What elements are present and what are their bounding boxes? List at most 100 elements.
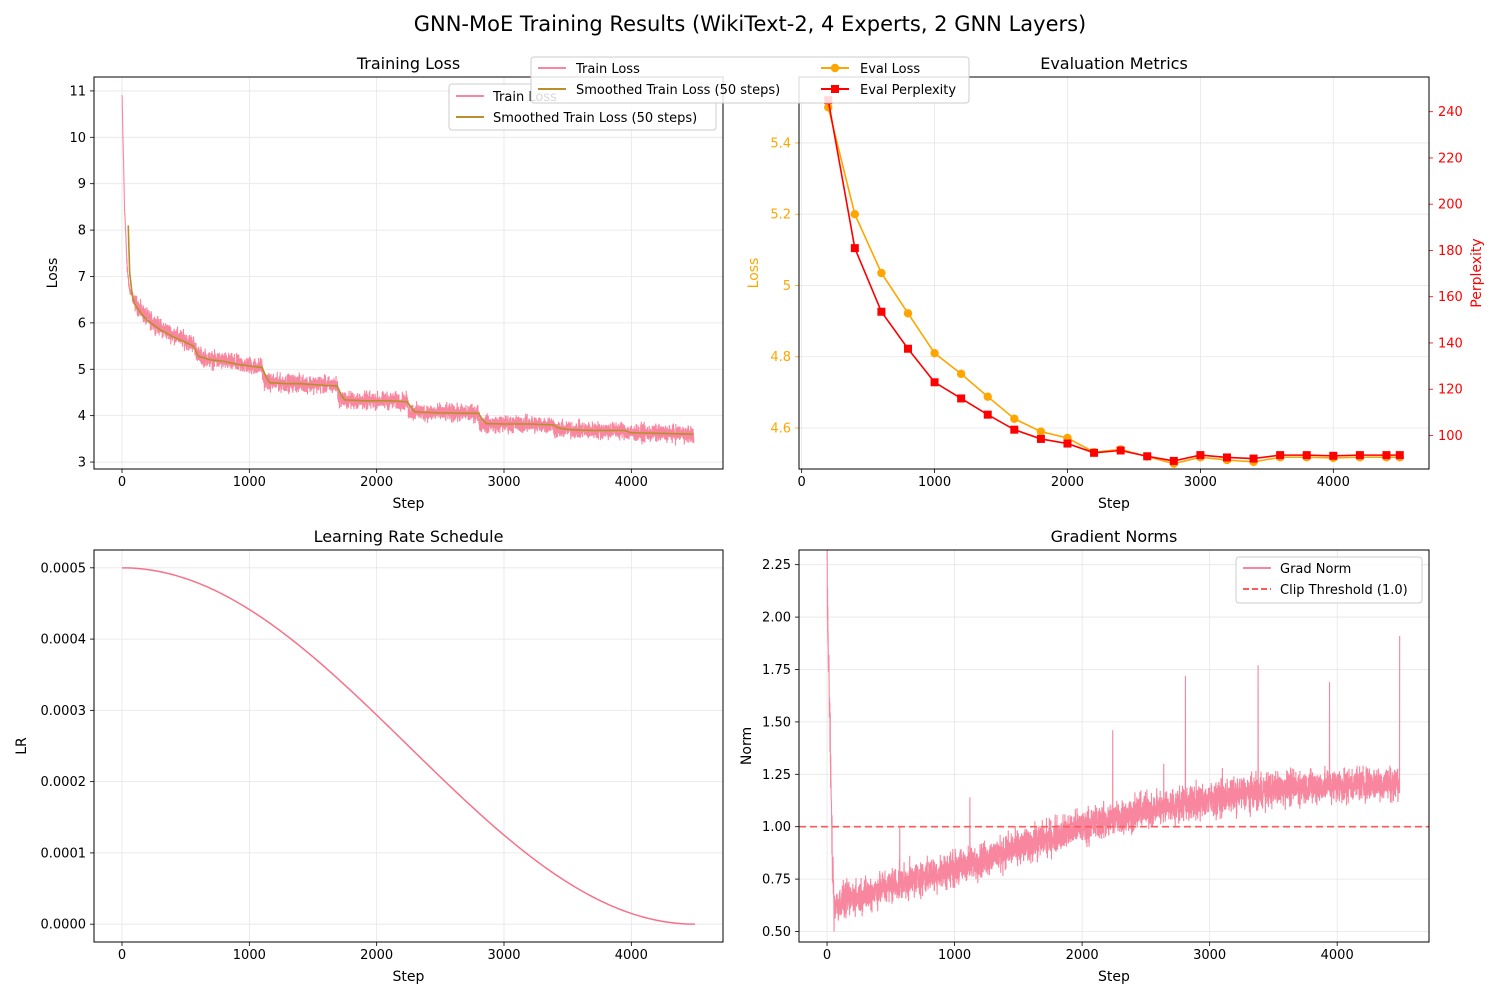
plot-frame (798, 76, 1430, 470)
y2-tick-label: 200 (1438, 198, 1463, 213)
plot-frame (93, 76, 724, 470)
combined-label-train-loss: Train Loss (575, 62, 640, 77)
x-tick-label: 3000 (1193, 948, 1226, 963)
eval-loss-point (983, 392, 992, 401)
x-tick-label: 2000 (360, 475, 393, 490)
y-tick-label: 5 (783, 279, 791, 294)
legend-label-grad-norm: Grad Norm (1280, 562, 1351, 577)
y-tick-label: 1.00 (762, 820, 791, 835)
chart-title: Training Loss (356, 54, 460, 73)
eval-perplexity-point (877, 307, 886, 316)
y2-tick-label: 160 (1438, 290, 1463, 305)
y-tick-label: 0.0005 (41, 561, 87, 576)
combined-label-eval-loss: Eval Loss (860, 62, 920, 77)
eval-perplexity-point (1222, 453, 1231, 462)
y2-tick-label: 180 (1438, 244, 1463, 259)
x-tick-label: 0 (118, 948, 126, 963)
y-tick-label: 0.0002 (41, 775, 87, 790)
eval-loss-point (1036, 427, 1046, 436)
y-tick-label: 3 (78, 456, 86, 471)
eval-perplexity-point (983, 410, 992, 419)
series-lr (122, 567, 695, 925)
series-smoothed-train-loss (127, 225, 694, 436)
x-tick-label: 2000 (360, 948, 393, 963)
eval-perplexity-point (1196, 451, 1205, 460)
y-tick-label: 6 (78, 316, 86, 331)
x-axis-label: Step (393, 496, 425, 512)
eval-perplexity-point (1355, 451, 1364, 460)
x-tick-label: 4000 (1321, 948, 1354, 963)
y-tick-label: 5 (78, 363, 86, 378)
y-axis-label: Loss (746, 258, 762, 289)
y-tick-label: 4 (78, 409, 86, 424)
eval-loss-point (903, 309, 913, 318)
x-tick-label: 3000 (1184, 475, 1217, 490)
eval-perplexity-point (1302, 451, 1311, 460)
panel-training_loss: 0 1000 2000 3000 4000 3 4 5 6 7 8 9 10 11 Training Los… (45, 54, 724, 512)
y-tick-label: 4.6 (770, 422, 791, 437)
y-tick-label: 5.2 (770, 208, 791, 223)
y-tick-label: 0.50 (762, 925, 791, 940)
eval-perplexity-point (903, 344, 912, 353)
eval-perplexity-point (930, 378, 939, 387)
y-tick-label: 1.75 (762, 663, 791, 678)
eval-perplexity-point (1276, 451, 1285, 460)
legend-box (1235, 556, 1423, 604)
x-tick-label: 1000 (938, 948, 971, 963)
eval-loss-point (1010, 414, 1019, 423)
y2-tick-label: 100 (1438, 429, 1463, 444)
x-tick-label: 4000 (615, 948, 648, 963)
eval-perplexity-point (850, 244, 859, 253)
y-axis-label: Norm (739, 727, 755, 765)
eval-perplexity-point (957, 394, 966, 403)
y-tick-label: 1.25 (762, 768, 791, 783)
y-tick-label: 0.0004 (41, 633, 87, 648)
x-axis-label: Step (1098, 969, 1130, 985)
y-tick-label: 5.4 (770, 136, 791, 151)
y-tick-label: 11 (69, 84, 86, 99)
series-eval-perplexity (827, 99, 1400, 462)
y-axis-label: Loss (45, 258, 61, 289)
x-tick-label: 0 (823, 948, 831, 963)
x-tick-label: 0 (118, 475, 126, 490)
x-tick-label: 0 (798, 475, 806, 490)
y-tick-label: 10 (69, 131, 86, 146)
y-tick-label: 1.50 (762, 715, 791, 730)
y-tick-label: 0.75 (762, 873, 791, 888)
eval-perplexity-point (1249, 454, 1258, 463)
y-tick-label: 9 (78, 177, 86, 192)
y-tick-label: 0.0003 (41, 704, 87, 719)
combined-label-smoothed: Smoothed Train Loss (50 steps) (576, 83, 780, 98)
x-tick-label: 1000 (918, 475, 951, 490)
eval-perplexity-point (1169, 456, 1178, 465)
x-tick-label: 1000 (233, 948, 266, 963)
combined-legend-box (530, 56, 970, 104)
y2-tick-label: 240 (1438, 105, 1463, 120)
y2-tick-label: 120 (1438, 383, 1463, 398)
y2-tick-label: 140 (1438, 336, 1463, 351)
chart-title: Gradient Norms (1051, 527, 1178, 546)
panel-evaluation_metrics: 0 1000 2000 3000 4000 4.6 4.8 5 5.2 5.4 Evaluation… (746, 54, 1485, 512)
x-tick-label: 2000 (1066, 948, 1099, 963)
eval-perplexity-point (1143, 452, 1152, 461)
eval-perplexity-point (1036, 434, 1045, 443)
x-tick-label: 4000 (1317, 475, 1350, 490)
x-tick-label: 3000 (487, 948, 520, 963)
legend-label-clip: Clip Threshold (1.0) (1280, 583, 1408, 598)
y-tick-label: 2.25 (762, 558, 791, 573)
panel-learning_rate: 0 1000 2000 3000 4000 0.0000 0.0001 0.0002 0.000… (14, 527, 724, 985)
eval-perplexity-point (1116, 446, 1125, 455)
eval-perplexity-point (1382, 451, 1391, 460)
combined-label-eval-perplexity: Eval Perplexity (860, 83, 956, 98)
figure-title: GNN-MoE Training Results (WikiText-2, 4 … (413, 12, 1087, 36)
legend-label-smoothed: Smoothed Train Loss (50 steps) (493, 111, 697, 126)
combined-marker-eval-loss (830, 63, 840, 73)
eval-perplexity-point (1010, 425, 1019, 434)
eval-perplexity-point (1090, 448, 1099, 457)
x-axis-label: Step (1098, 496, 1130, 512)
combined-marker-eval-perplexity (831, 85, 839, 93)
x-tick-label: 2000 (1051, 475, 1084, 490)
chart-title: Evaluation Metrics (1040, 54, 1188, 73)
y2-tick-label: 220 (1438, 151, 1463, 166)
